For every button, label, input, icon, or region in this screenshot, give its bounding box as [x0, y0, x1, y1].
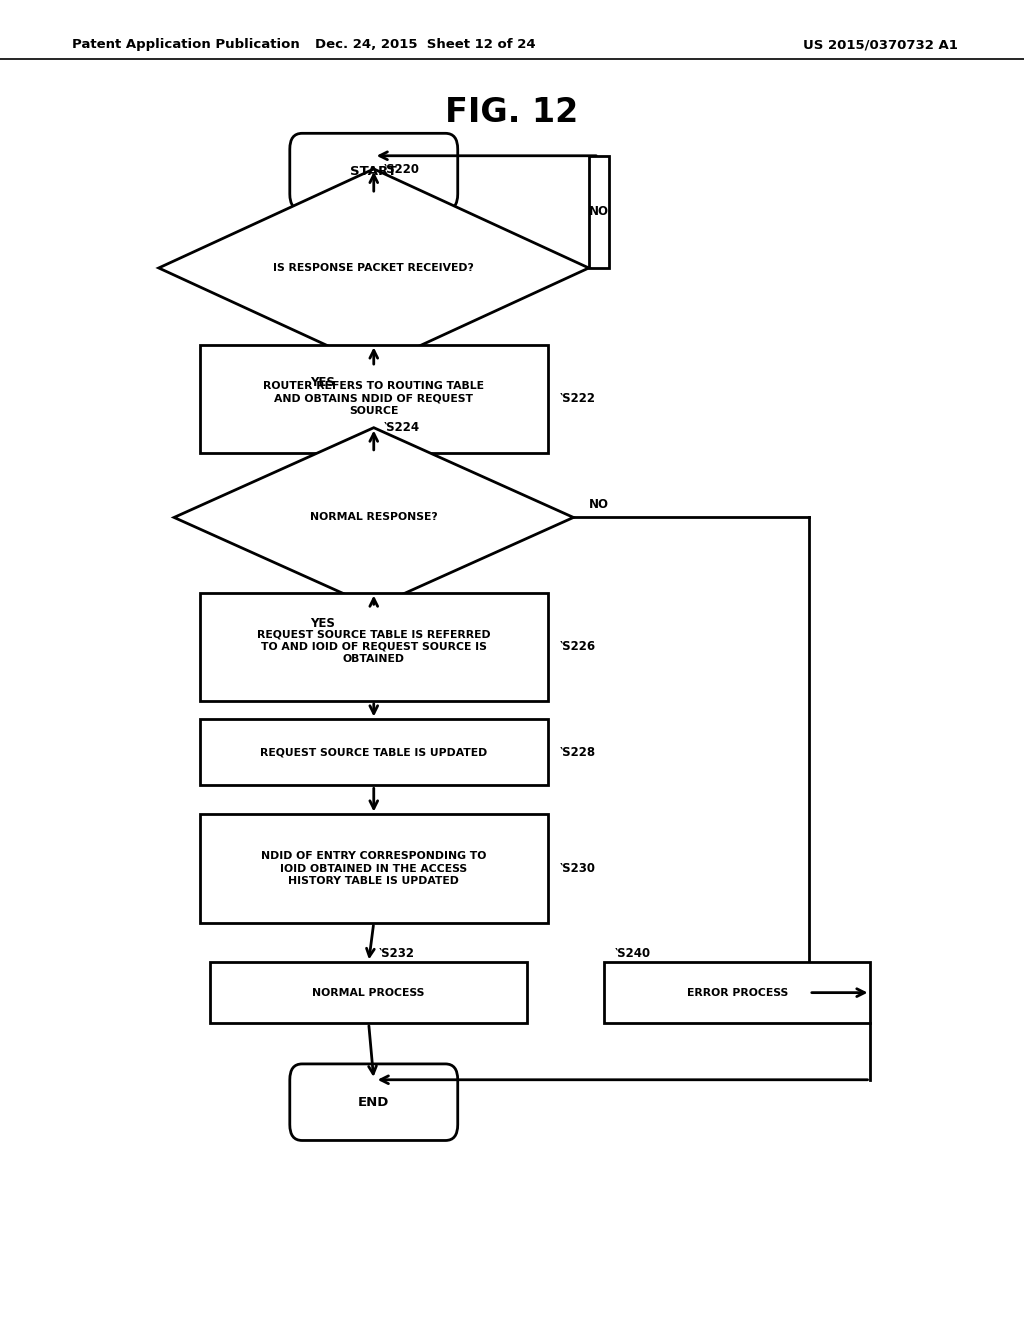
Text: NO: NO [589, 498, 609, 511]
FancyBboxPatch shape [200, 345, 548, 453]
Text: NO: NO [589, 206, 609, 218]
Text: Patent Application Publication: Patent Application Publication [72, 38, 299, 51]
FancyBboxPatch shape [200, 719, 548, 785]
Text: ‵S222: ‵S222 [560, 392, 596, 405]
Text: END: END [358, 1096, 389, 1109]
Text: ‵S224: ‵S224 [384, 421, 420, 434]
FancyBboxPatch shape [200, 814, 548, 923]
Text: ‵S230: ‵S230 [560, 862, 596, 875]
Text: NORMAL RESPONSE?: NORMAL RESPONSE? [310, 512, 437, 523]
Text: ERROR PROCESS: ERROR PROCESS [687, 987, 787, 998]
Text: ‵S220: ‵S220 [384, 162, 420, 176]
FancyBboxPatch shape [210, 962, 527, 1023]
FancyBboxPatch shape [290, 1064, 458, 1140]
Text: REQUEST SOURCE TABLE IS REFERRED
TO AND IOID OF REQUEST SOURCE IS
OBTAINED: REQUEST SOURCE TABLE IS REFERRED TO AND … [257, 630, 490, 664]
Text: ‵S240: ‵S240 [614, 946, 650, 960]
FancyBboxPatch shape [604, 962, 870, 1023]
Text: ROUTER REFERS TO ROUTING TABLE
AND OBTAINS NDID OF REQUEST
SOURCE: ROUTER REFERS TO ROUTING TABLE AND OBTAI… [263, 381, 484, 416]
Text: REQUEST SOURCE TABLE IS UPDATED: REQUEST SOURCE TABLE IS UPDATED [260, 747, 487, 758]
Text: FIG. 12: FIG. 12 [445, 96, 579, 129]
Text: YES: YES [310, 616, 335, 630]
Text: NDID OF ENTRY CORRESPONDING TO
IOID OBTAINED IN THE ACCESS
HISTORY TABLE IS UPDA: NDID OF ENTRY CORRESPONDING TO IOID OBTA… [261, 851, 486, 886]
Text: US 2015/0370732 A1: US 2015/0370732 A1 [803, 38, 957, 51]
Text: YES: YES [310, 376, 335, 389]
Text: ‵S226: ‵S226 [560, 640, 596, 653]
FancyBboxPatch shape [589, 156, 609, 268]
Text: Dec. 24, 2015  Sheet 12 of 24: Dec. 24, 2015 Sheet 12 of 24 [314, 38, 536, 51]
FancyBboxPatch shape [200, 593, 548, 701]
Text: START: START [350, 165, 397, 178]
Text: IS RESPONSE PACKET RECEIVED?: IS RESPONSE PACKET RECEIVED? [273, 263, 474, 273]
Text: ‵S228: ‵S228 [560, 746, 596, 759]
Polygon shape [159, 169, 589, 367]
FancyBboxPatch shape [290, 133, 458, 210]
Text: ‵S232: ‵S232 [379, 946, 415, 960]
Text: NORMAL PROCESS: NORMAL PROCESS [312, 987, 425, 998]
Polygon shape [174, 428, 573, 607]
